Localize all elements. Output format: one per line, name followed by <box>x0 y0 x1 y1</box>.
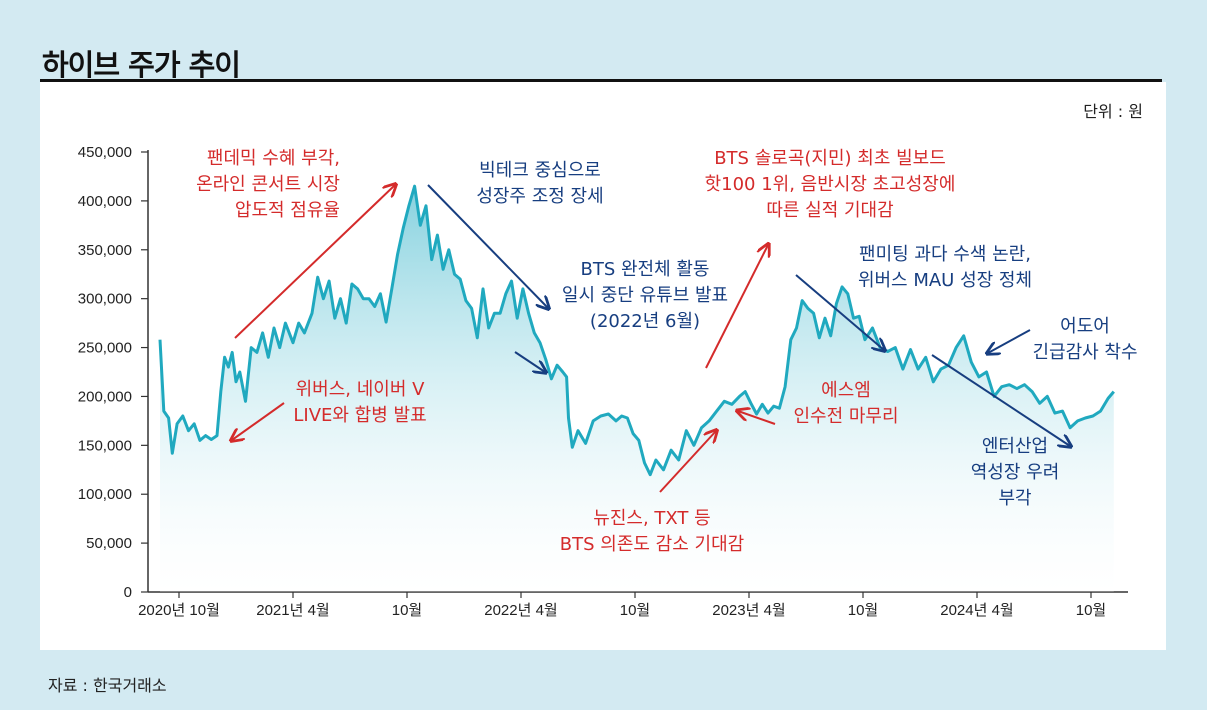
annotation-line: 핫100 1위, 음반시장 초고성장에 <box>705 174 956 195</box>
annotation-line: 따른 실적 기대감 <box>766 200 893 221</box>
annotation-arrow-0 <box>234 185 395 339</box>
price-line <box>158 184 1115 477</box>
y-tick-label: 100,000 <box>78 486 132 503</box>
y-tick-label: 300,000 <box>78 291 132 308</box>
annotation-line: 일시 중단 유튜브 발표 <box>562 285 728 306</box>
x-tick-label: 10월 <box>1076 602 1107 619</box>
annotation-line: 긴급감사 착수 <box>1032 342 1137 363</box>
annotation-9: 뉴진스, TXT 등 BTS 의존도 감소 기대감 <box>560 508 744 555</box>
annotation-line: BTS 의존도 감소 기대감 <box>560 534 744 555</box>
title-rule <box>40 79 1162 82</box>
annotation-line: 위버스, 네이버 V <box>296 379 426 400</box>
x-tick-label: 10월 <box>620 602 651 619</box>
y-tick-label: 450,000 <box>78 144 132 161</box>
annotation-line: 에스엠 <box>821 380 871 401</box>
annotation-arrow-2 <box>705 245 768 369</box>
annotation-line: (2022년 6월) <box>590 311 700 332</box>
x-tick-label: 2022년 4월 <box>484 602 557 619</box>
annotation-line: 부각 <box>998 488 1031 509</box>
annotation-arrow-5 <box>232 402 285 440</box>
x-tick-label: 2021년 4월 <box>256 602 329 619</box>
price-area <box>160 186 1114 592</box>
y-tick-label: 50,000 <box>86 535 132 552</box>
annotation-line: 온라인 콘서트 시장 <box>196 174 340 195</box>
annotation-line: BTS 솔로곡(지민) 최초 빌보드 <box>714 148 946 169</box>
y-tick-label: 400,000 <box>78 193 132 210</box>
annotation-line: 엔터산업 <box>982 436 1048 457</box>
annotation-arrow-9 <box>659 431 716 493</box>
x-tick-label: 10월 <box>392 602 423 619</box>
annotation-arrow-4 <box>795 274 884 350</box>
annotation-arrow-1 <box>427 184 548 308</box>
x-tick-label: 2024년 4월 <box>940 602 1013 619</box>
annotation-arrow-8 <box>931 354 1070 446</box>
annotation-line: 뉴진스, TXT 등 <box>593 508 710 529</box>
annotation-line: BTS 완전체 활동 <box>580 259 709 280</box>
chart-title: 하이브 주가 추이 <box>42 48 241 82</box>
annotation-line: 팬데믹 수혜 부각, <box>207 148 340 169</box>
source-label: 자료 : 한국거래소 <box>48 676 167 695</box>
y-tick-label: 350,000 <box>78 242 132 259</box>
y-tick-label: 200,000 <box>78 388 132 405</box>
unit-label: 단위 : 원 <box>1083 102 1143 121</box>
annotation-line: LIVE와 합병 발표 <box>293 405 426 426</box>
x-tick-label: 10월 <box>848 602 879 619</box>
x-tick-label: 2023년 4월 <box>712 602 785 619</box>
y-tick-label: 0 <box>124 584 132 601</box>
annotation-4: 팬미팅 과다 수색 논란, 위버스 MAU 성장 정체 <box>858 244 1032 291</box>
x-tick-label: 2020년 10월 <box>138 602 220 619</box>
annotation-line: 압도적 점유율 <box>235 200 340 221</box>
annotation-line: 인수전 마무리 <box>793 406 898 427</box>
annotation-arrow-6 <box>988 329 1031 353</box>
annotation-arrow-7 <box>738 411 776 425</box>
y-tick-label: 250,000 <box>78 340 132 357</box>
annotation-arrow-3 <box>514 351 545 372</box>
annotation-line: 빅테크 중심으로 <box>479 160 601 181</box>
annotation-5: 위버스, 네이버 V LIVE와 합병 발표 <box>293 379 426 426</box>
annotation-line: 역성장 우려 <box>971 462 1060 483</box>
annotation-line: 위버스 MAU 성장 정체 <box>858 270 1032 291</box>
annotation-line: 성장주 조정 장세 <box>476 186 603 207</box>
annotation-line: 팬미팅 과다 수색 논란, <box>859 244 1031 265</box>
y-tick-label: 150,000 <box>78 437 132 454</box>
annotation-line: 어도어 <box>1060 316 1110 337</box>
